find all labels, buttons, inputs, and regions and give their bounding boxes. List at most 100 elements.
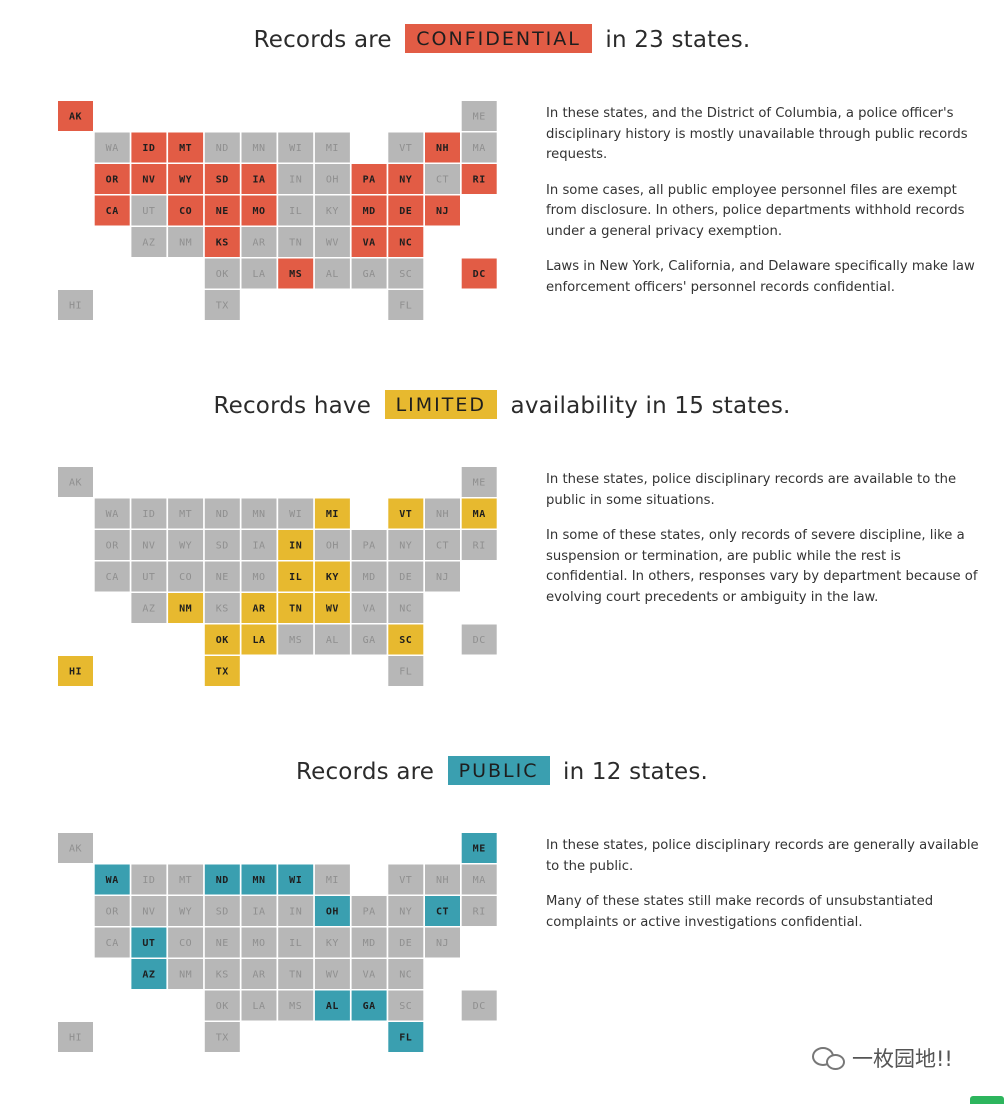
state-tile-ca: CA: [94, 927, 130, 958]
state-tile-oh: OH: [314, 530, 350, 560]
state-tile-label: NH: [436, 875, 449, 886]
state-tile-fill: [351, 227, 387, 257]
state-tile-fill: [388, 164, 424, 194]
state-tile-label: OH: [326, 175, 339, 186]
state-tile-label: NY: [399, 907, 412, 918]
state-tile-label: UT: [142, 938, 155, 949]
state-tile-fill: [278, 593, 314, 623]
state-tile-fill: [94, 927, 130, 958]
state-tile-ia: IA: [241, 530, 277, 560]
state-tile-label: HI: [69, 667, 82, 678]
state-tile-label: SC: [399, 635, 412, 646]
title-suffix: in 12 states.: [563, 759, 709, 785]
state-tile-la: LA: [241, 258, 277, 289]
state-tile-fill: [241, 227, 277, 257]
state-tile-nj: NJ: [425, 195, 460, 226]
state-tile-ne: NE: [204, 927, 240, 958]
state-tile-tx: TX: [204, 1022, 240, 1052]
state-tile-label: AK: [69, 478, 82, 489]
state-tile-label: KS: [216, 604, 229, 615]
state-tile-label: LA: [252, 635, 265, 646]
state-tile-fill: [351, 258, 387, 289]
state-tile-fill: [388, 227, 424, 257]
state-tile-label: MI: [326, 875, 339, 886]
state-tile-label: DE: [399, 572, 412, 583]
state-tile-al: AL: [314, 624, 350, 655]
state-tile-label: CT: [436, 175, 449, 186]
state-tile-ks: KS: [204, 227, 240, 257]
state-tile-fill: [241, 959, 277, 989]
state-tile-label: MT: [179, 509, 192, 520]
state-tile-fill: [278, 959, 314, 989]
state-tile-label: MT: [179, 143, 192, 154]
state-tile-fill: [168, 927, 204, 958]
state-tile-fill: [94, 530, 130, 560]
state-tile-fill: [351, 164, 387, 194]
state-tile-dc: DC: [461, 990, 497, 1021]
state-tile-label: OK: [216, 269, 229, 280]
state-tile-tx: TX: [204, 656, 240, 686]
state-tile-mo: MO: [241, 195, 277, 226]
state-tile-fill: [388, 290, 424, 320]
state-tile-de: DE: [388, 561, 424, 592]
state-tile-label: PA: [363, 907, 376, 918]
state-tile-fill: [314, 530, 350, 560]
state-tile-label: GA: [363, 635, 376, 646]
state-tile-fill: [388, 561, 424, 592]
state-tile-mo: MO: [241, 927, 277, 958]
state-tile-fill: [314, 864, 350, 895]
state-tile-label: AK: [69, 112, 82, 123]
state-tile-fill: [388, 864, 424, 895]
title-suffix: in 23 states.: [605, 27, 751, 53]
state-tile-nh: NH: [425, 864, 460, 895]
state-tile-fill: [461, 896, 497, 926]
state-tile-fill: [388, 132, 424, 163]
state-tile-label: VA: [363, 604, 376, 615]
state-tile-nc: NC: [388, 593, 424, 623]
description-paragraph: In these states, police disciplinary rec…: [546, 838, 979, 874]
state-tile-fill: [314, 896, 350, 926]
state-tile-label: AZ: [142, 604, 155, 615]
state-tile-label: OR: [106, 541, 120, 552]
state-tile-fill: [314, 227, 350, 257]
state-tile-ms: MS: [278, 258, 314, 289]
state-tile-id: ID: [131, 498, 167, 529]
state-tile-fill: [241, 498, 277, 529]
state-tile-label: PA: [363, 175, 376, 186]
state-tile-mt: MT: [168, 132, 204, 163]
state-tile-fill: [351, 593, 387, 623]
state-tile-fill: [278, 530, 314, 560]
state-tile-mt: MT: [168, 864, 204, 895]
state-tile-fill: [278, 896, 314, 926]
state-tile-label: TN: [289, 238, 302, 249]
state-tile-al: AL: [314, 990, 350, 1021]
state-tile-label: TN: [289, 970, 302, 981]
state-tile-fill: [131, 530, 167, 560]
state-tile-fill: [425, 164, 460, 194]
state-tile-ma: MA: [461, 864, 497, 895]
state-tile-fill: [388, 1022, 424, 1052]
watermark-text: 一枚园地!!: [852, 1047, 953, 1071]
state-tile-label: IL: [289, 938, 302, 949]
state-tile-label: NY: [399, 541, 412, 552]
state-tile-nc: NC: [388, 959, 424, 989]
state-tile-ri: RI: [461, 164, 497, 194]
state-tile-label: MN: [252, 875, 265, 886]
state-tile-label: MD: [363, 938, 376, 949]
state-tile-mn: MN: [241, 498, 277, 529]
state-tile-label: RI: [473, 907, 486, 918]
state-tile-ga: GA: [351, 258, 387, 289]
state-tile-label: KY: [326, 572, 339, 583]
state-tile-fill: [351, 990, 387, 1021]
state-tile-ca: CA: [94, 195, 130, 226]
state-tile-il: IL: [278, 195, 314, 226]
state-tile-label: WI: [289, 875, 302, 886]
state-tile-hi: HI: [58, 656, 93, 686]
state-tile-fl: FL: [388, 290, 424, 320]
state-tile-fill: [241, 164, 277, 194]
state-tile-wv: WV: [314, 227, 350, 257]
state-tile-label: WV: [326, 970, 339, 981]
state-tile-tn: TN: [278, 959, 314, 989]
description-paragraph: In some of these states, only records of…: [546, 528, 978, 605]
state-tile-label: WI: [289, 143, 302, 154]
